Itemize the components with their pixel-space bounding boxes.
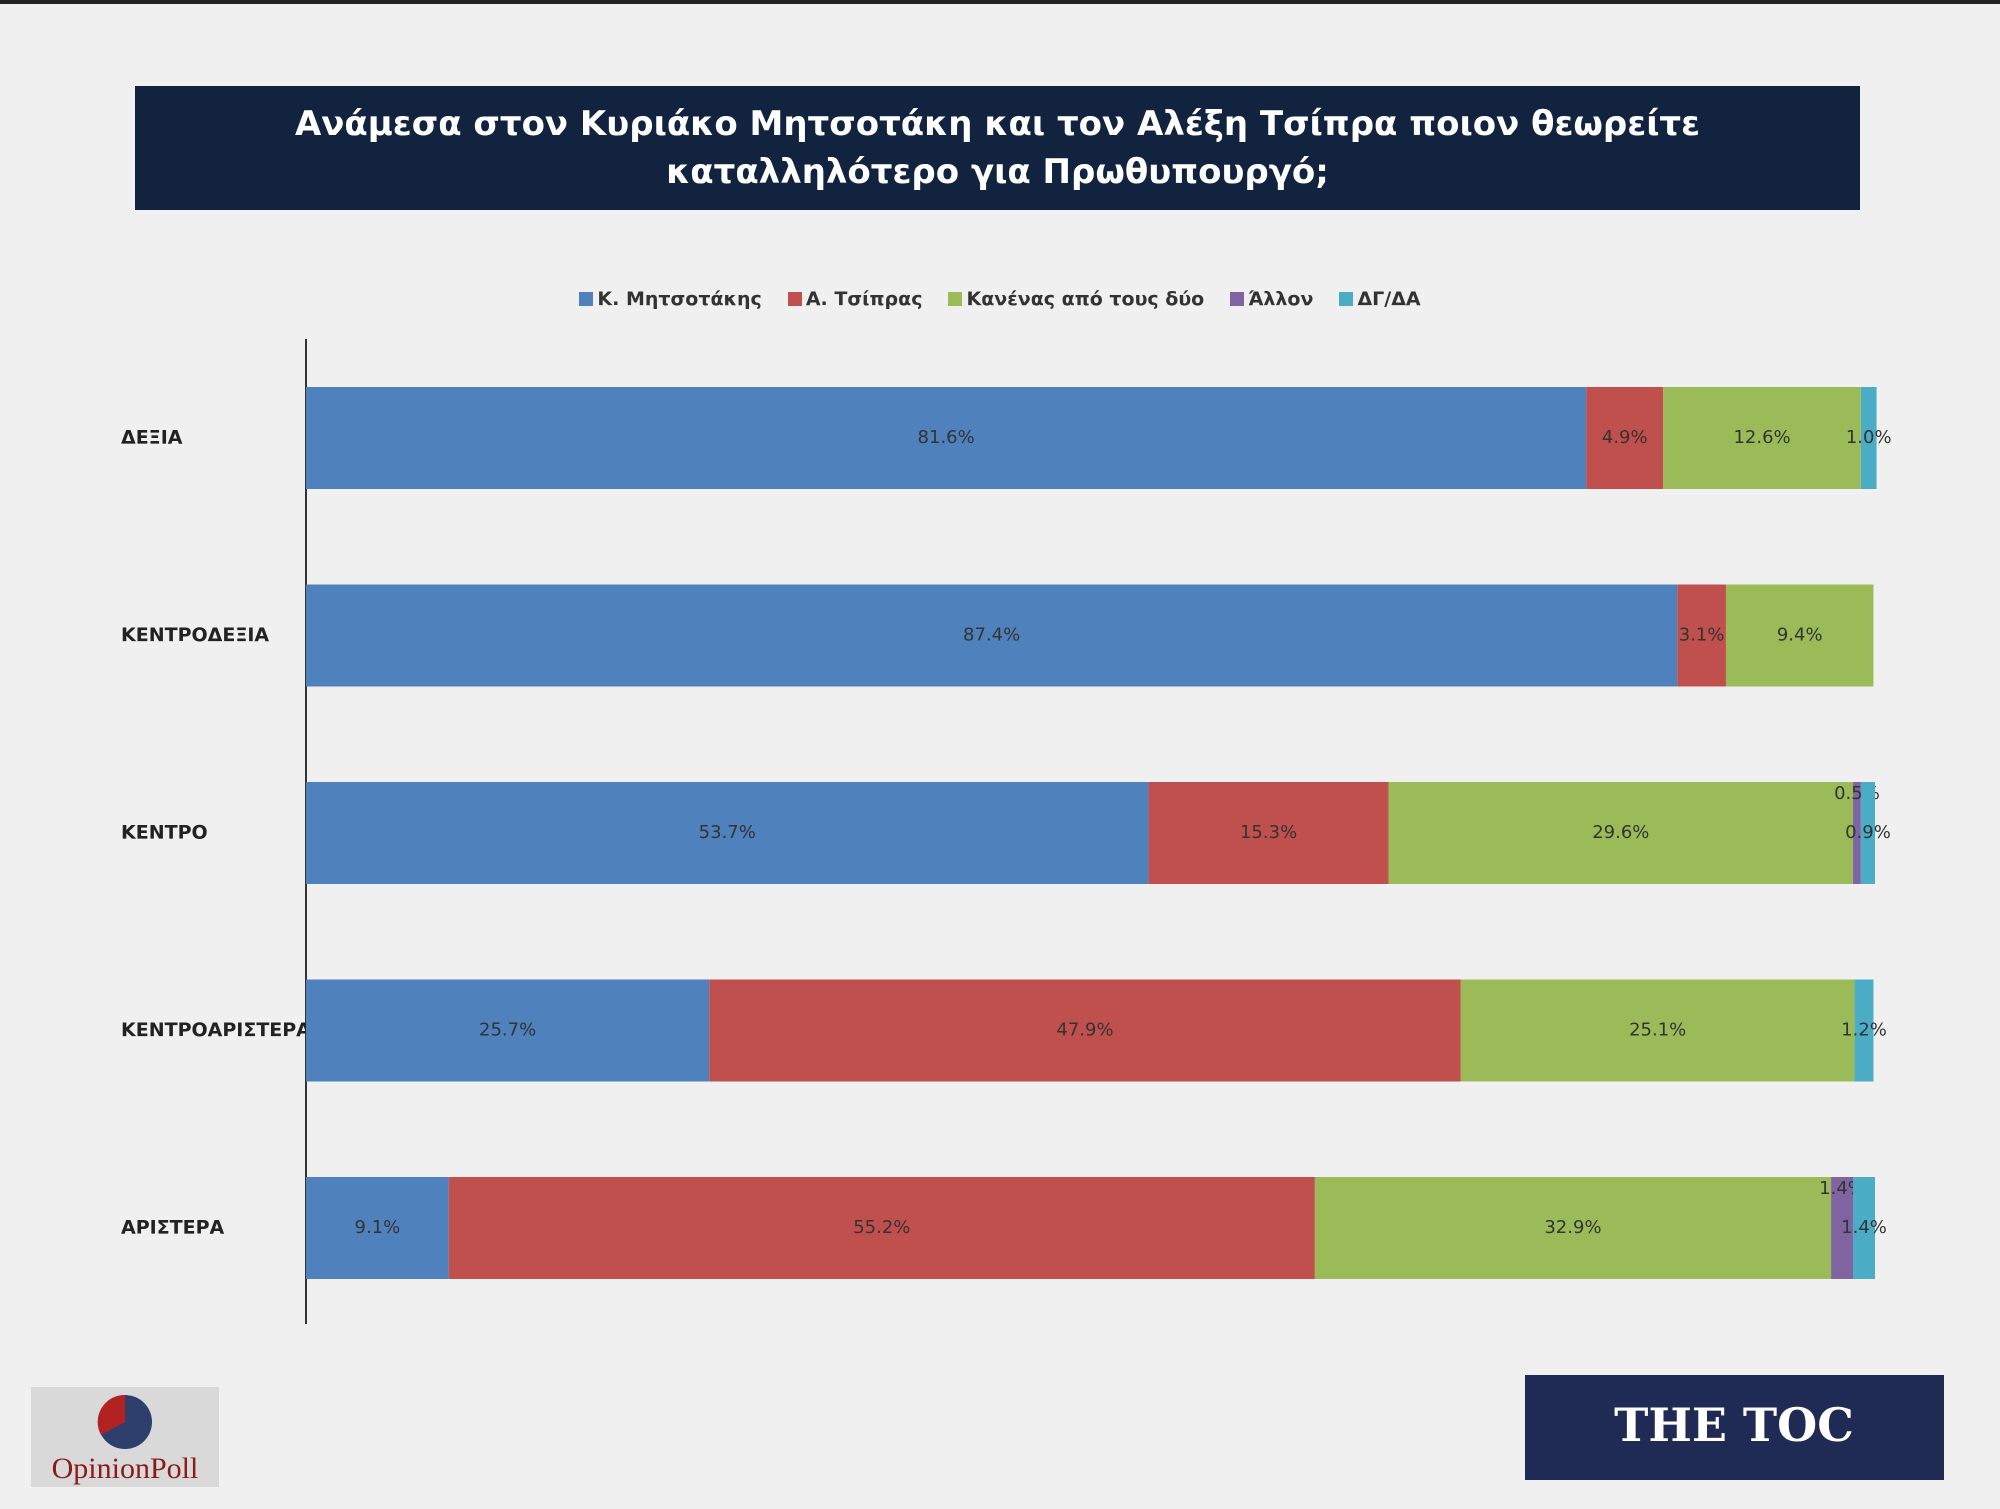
logo-left-icon [97, 1394, 125, 1435]
bar-segment [1314, 1177, 1832, 1279]
value-label: 1.2% [1841, 1020, 1887, 1041]
legend-item: Κ. Μητσοτάκης [579, 288, 762, 310]
bar-segment [1388, 782, 1854, 884]
value-label: 55.2% [853, 1217, 910, 1238]
logo-right-text: THE TOC [1614, 1398, 1854, 1452]
value-label: 53.7% [699, 822, 756, 843]
bar-segment [1677, 584, 1726, 687]
legend-item: Άλλον [1230, 288, 1313, 310]
legend-item: ΔΓ/ΔΑ [1339, 288, 1421, 310]
bar-segment [1854, 979, 1874, 1082]
value-label: 81.6% [918, 427, 975, 448]
value-label: 29.6% [1592, 822, 1649, 843]
bar-segment [1148, 782, 1389, 884]
category-label: ΚΕΝΤΡΟΑΡΙΣΤΕΡΑ [121, 1019, 311, 1041]
value-label: 4.9% [1602, 427, 1648, 448]
value-label: 1.4% [1841, 1217, 1887, 1238]
value-label: 9.1% [355, 1217, 401, 1238]
category-label: ΑΡΙΣΤΕΡΑ [121, 1217, 225, 1239]
value-label: 25.7% [479, 1020, 536, 1041]
bar-segment [1853, 1177, 1875, 1279]
legend-swatch [787, 292, 802, 306]
legend-label: Κ. Μητσοτάκης [597, 288, 762, 310]
bar-segment [448, 1177, 1315, 1279]
bar-segment [1725, 584, 1874, 687]
value-label: 32.9% [1544, 1217, 1601, 1238]
bar-segment [1586, 387, 1664, 489]
bar-segment [306, 584, 1678, 687]
value-label: 87.4% [963, 625, 1020, 646]
value-label: 3.1% [1679, 625, 1725, 646]
bar-segment [1860, 387, 1877, 489]
value-label: 25.1% [1629, 1020, 1686, 1041]
legend: Κ. Μητσοτάκης Α. Τσίπρας Κανένας από τους … [0, 288, 2000, 310]
legend-item: Κανένας από τους δύο [948, 288, 1204, 310]
legend-label: Α. Τσίπρας [805, 288, 923, 310]
value-label: 15.3% [1240, 822, 1297, 843]
bar-segment [306, 979, 710, 1082]
legend-item: Α. Τσίπρας [787, 288, 923, 310]
legend-swatch [579, 292, 594, 306]
legend-label: Άλλον [1248, 288, 1314, 310]
logo-right-box [1525, 1375, 1944, 1480]
legend-swatch [948, 292, 963, 306]
category-label: ΚΕΝΤΡΟΔΕΞΙΑ [121, 624, 269, 646]
logo-left-text: OpinionPoll [52, 1452, 199, 1485]
value-label: 12.6% [1733, 427, 1790, 448]
category-label: ΚΕΝΤΡΟ [121, 822, 208, 844]
bar-segment [1853, 782, 1861, 884]
bar-segment [1663, 387, 1861, 489]
legend-label: ΔΓ/ΔΑ [1357, 288, 1421, 310]
bar-segment [306, 782, 1149, 884]
value-label: 1.0% [1846, 427, 1892, 448]
bar-segment [306, 1177, 449, 1279]
chart: OpinionPoll THE TOC ΔΕΞΙΑ 81.6% 4.9% 12.6% 1… [31, 339, 1944, 1487]
legend-swatch [1339, 292, 1354, 306]
bar-segment [1460, 979, 1855, 1082]
chart-title: Ανάμεσα στον Κυριάκο Μητσοτάκη και τον Α… [135, 86, 1860, 210]
bar-segment [709, 979, 1461, 1082]
value-label: 47.9% [1056, 1020, 1113, 1041]
bar-segment [1860, 782, 1875, 884]
legend-swatch [1230, 292, 1245, 306]
value-label: 9.4% [1777, 625, 1823, 646]
category-label: ΔΕΞΙΑ [121, 427, 183, 449]
bar-segment [1831, 1177, 1854, 1279]
legend-label: Κανένας από τους δύο [966, 288, 1205, 310]
bar-segment [306, 387, 1587, 489]
value-label: 0.9% [1845, 822, 1891, 843]
